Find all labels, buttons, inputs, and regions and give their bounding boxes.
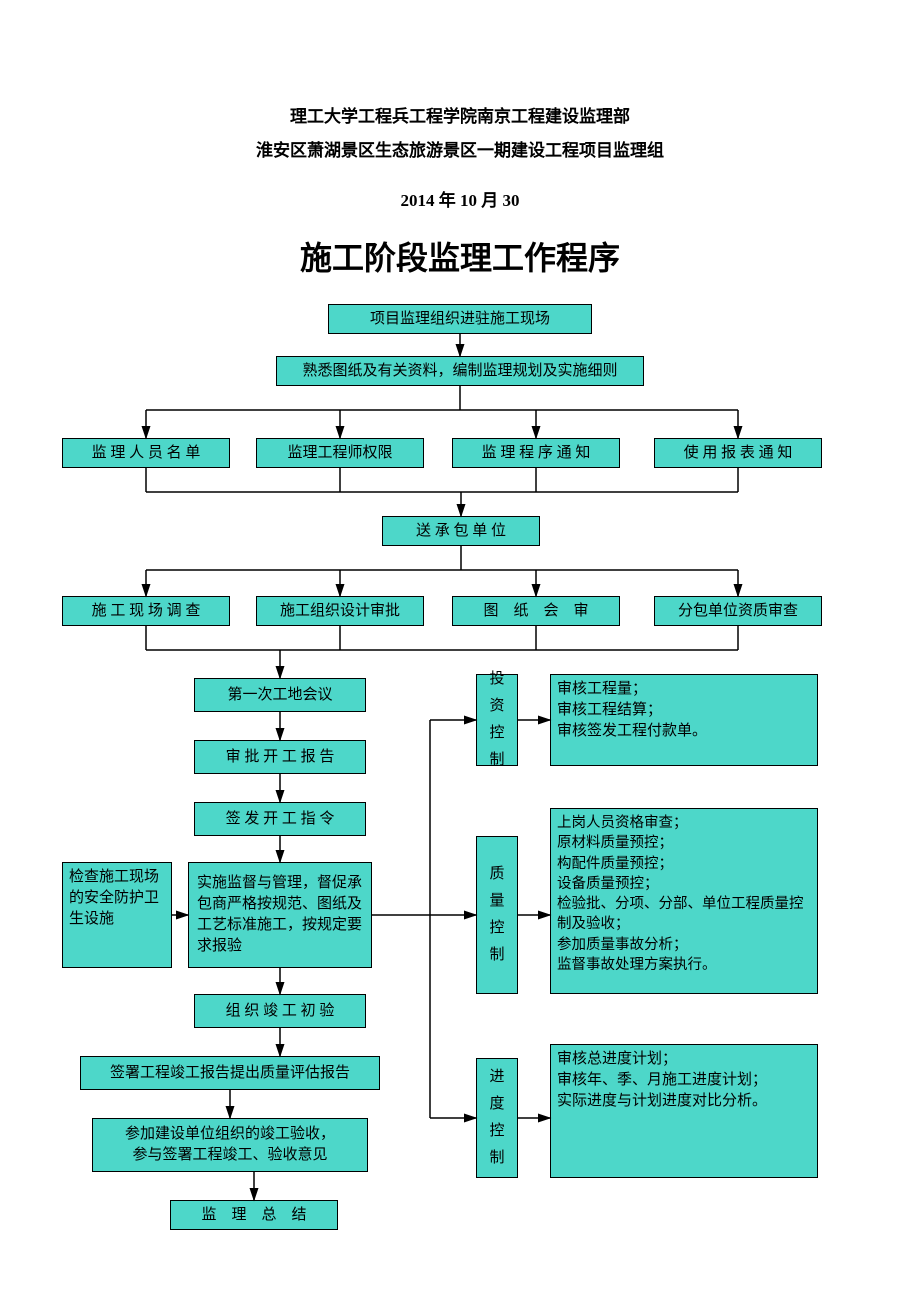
node-r1c: 监 理 程 序 通 知: [452, 438, 620, 468]
node-n9: 签署工程竣工报告提出质量评估报告: [80, 1056, 380, 1090]
node-n2: 熟悉图纸及有关资料，编制监理规划及实施细则: [276, 356, 644, 386]
main-title: 施工阶段监理工作程序: [60, 233, 860, 279]
node-r1d: 使 用 报 表 通 知: [654, 438, 822, 468]
label-cC: 进度控制: [476, 1058, 518, 1178]
node-n6: 签 发 开 工 指 令: [194, 802, 366, 836]
node-cC: 审核总进度计划； 审核年、季、月施工进度计划； 实际进度与计划进度对比分析。: [550, 1044, 818, 1178]
node-cA: 审核工程量； 审核工程结算； 审核签发工程付款单。: [550, 674, 818, 766]
header-date: 2014 年 10 月 30: [60, 186, 860, 211]
label-cB: 质量控制: [476, 836, 518, 994]
node-n4: 第一次工地会议: [194, 678, 366, 712]
header-line-2: 淮安区萧湖景区生态旅游景区一期建设工程项目监理组: [60, 134, 860, 168]
node-r1b: 监理工程师权限: [256, 438, 424, 468]
node-r2c: 图 纸 会 审: [452, 596, 620, 626]
node-r2b: 施工组织设计审批: [256, 596, 424, 626]
node-n1: 项目监理组织进驻施工现场: [328, 304, 592, 334]
node-side: 检查施工现场的安全防护卫生设施: [62, 862, 172, 968]
node-r1a: 监 理 人 员 名 单: [62, 438, 230, 468]
node-r2a: 施 工 现 场 调 查: [62, 596, 230, 626]
header-block: 理工大学工程兵工程学院南京工程建设监理部 淮安区萧湖景区生态旅游景区一期建设工程…: [60, 100, 860, 168]
node-n8: 组 织 竣 工 初 验: [194, 994, 366, 1028]
node-n7: 实施监督与管理，督促承包商严格按规范、图纸及工艺标准施工，按规定要求报验: [188, 862, 372, 968]
node-n10: 参加建设单位组织的竣工验收， 参与签署工程竣工、验收意见: [92, 1118, 368, 1172]
label-cA: 投资控制: [476, 674, 518, 766]
node-n5: 审 批 开 工 报 告: [194, 740, 366, 774]
node-n3: 送 承 包 单 位: [382, 516, 540, 546]
node-r2d: 分包单位资质审查: [654, 596, 822, 626]
header-line-1: 理工大学工程兵工程学院南京工程建设监理部: [60, 100, 860, 134]
page: 理工大学工程兵工程学院南京工程建设监理部 淮安区萧湖景区生态旅游景区一期建设工程…: [0, 0, 920, 319]
node-n11: 监 理 总 结: [170, 1200, 338, 1230]
node-cB: 上岗人员资格审查； 原材料质量预控； 构配件质量预控； 设备质量预控； 检验批、…: [550, 808, 818, 994]
